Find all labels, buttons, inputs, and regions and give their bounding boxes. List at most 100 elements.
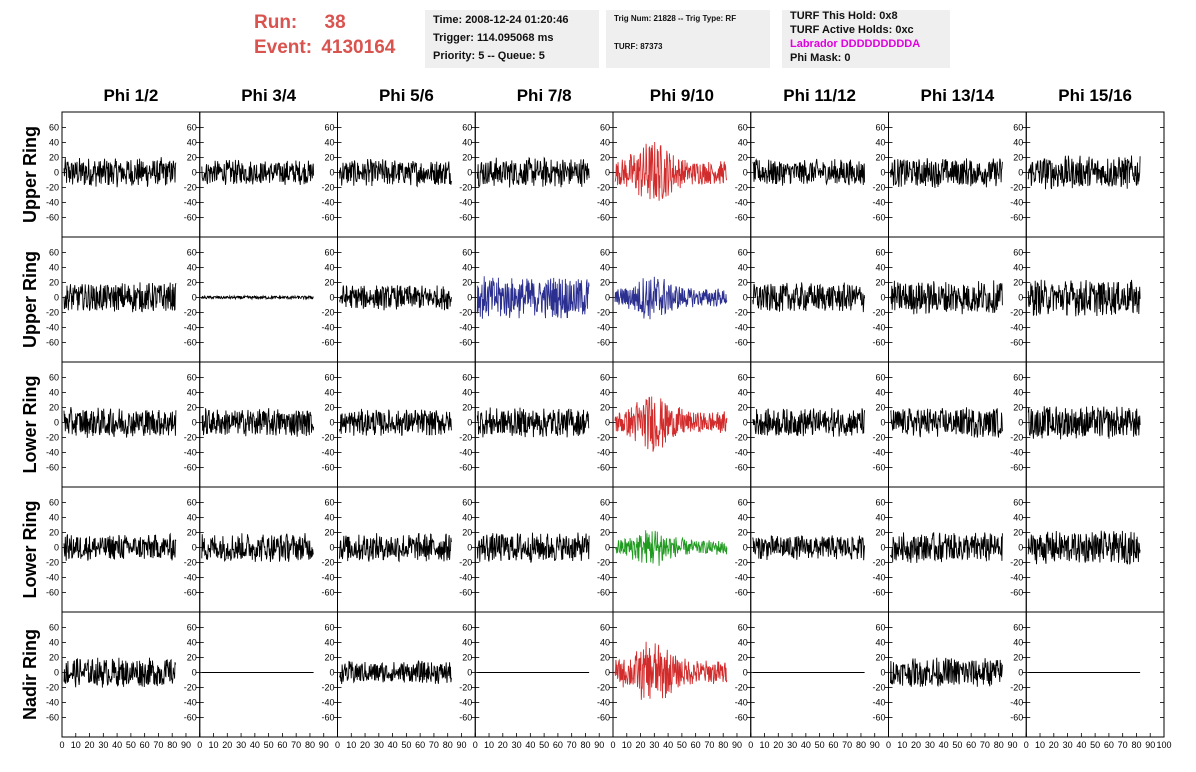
y-tick-label: -40 <box>459 573 472 583</box>
panel-frame <box>888 486 1027 613</box>
y-tick-label: 40 <box>49 513 59 523</box>
y-tick-label: 40 <box>187 513 197 523</box>
y-tick-label: 60 <box>187 123 197 133</box>
waveform-panel: -60 -40 -20 0 20 40 60 <box>872 111 1027 238</box>
y-tick-label: -60 <box>735 588 748 598</box>
time-info-box: Time: 2008-12-24 01:20:46 Trigger: 114.0… <box>425 10 599 68</box>
y-tick-label: -40 <box>46 573 59 583</box>
y-tick-label: 0 <box>880 543 885 553</box>
x-tick-label: 0 <box>610 740 615 750</box>
y-tick-label: 40 <box>738 638 748 648</box>
waveform-panel: -60 -40 -20 0 20 40 60 <box>1010 486 1165 613</box>
waveform-panel: -60 -40 -20 0 20 40 60 <box>46 486 201 613</box>
y-tick-label: -20 <box>184 308 197 318</box>
waveform-trace <box>614 396 728 452</box>
y-tick-label: 0 <box>329 418 334 428</box>
y-tick-label: 40 <box>324 638 334 648</box>
waveform-trace <box>201 533 314 563</box>
run-event-block: Run: 38 Event: 4130164 <box>254 10 395 60</box>
y-tick-label: 20 <box>875 403 885 413</box>
y-tick-label: 60 <box>324 373 334 383</box>
waveform-panel: -60 -40 -20 0 20 40 60 <box>735 236 889 363</box>
y-tick-label: 20 <box>600 528 610 538</box>
y-tick-label: 0 <box>605 543 610 553</box>
y-tick-label: 0 <box>467 168 472 178</box>
column-header: Phi 15/16 <box>1058 86 1132 105</box>
x-tick-label: 70 <box>704 740 714 750</box>
y-tick-label: 60 <box>738 123 748 133</box>
y-tick-label: -40 <box>735 323 748 333</box>
x-tick-label: 30 <box>1063 740 1073 750</box>
y-tick-label: 0 <box>880 293 885 303</box>
priority-text: Priority: 5 -- Queue: 5 <box>433 50 545 62</box>
y-tick-label: 40 <box>187 138 197 148</box>
y-tick-label: 60 <box>49 623 59 633</box>
y-tick-label: 40 <box>600 638 610 648</box>
y-tick-label: 40 <box>875 138 885 148</box>
waveform-trace <box>1027 155 1141 190</box>
y-tick-label: 20 <box>187 528 197 538</box>
y-tick-label: 60 <box>875 248 885 258</box>
y-tick-label: 20 <box>462 278 472 288</box>
x-tick-label: 60 <box>553 740 563 750</box>
y-tick-label: -40 <box>184 573 197 583</box>
y-tick-label: -20 <box>459 183 472 193</box>
y-tick-label: 60 <box>324 623 334 633</box>
y-tick-label: -40 <box>184 448 197 458</box>
y-tick-label: 60 <box>462 248 472 258</box>
y-tick-label: 20 <box>324 403 334 413</box>
x-tick-label: 40 <box>1076 740 1086 750</box>
y-tick-label: 0 <box>54 418 59 428</box>
y-tick-label: 0 <box>1018 168 1023 178</box>
waveform-trace <box>1027 405 1141 440</box>
x-tick-label: 80 <box>718 740 728 750</box>
y-tick-label: -40 <box>597 323 610 333</box>
waveform-trace <box>614 530 728 566</box>
y-tick-label: -40 <box>459 698 472 708</box>
column-header: Phi 9/10 <box>649 86 714 105</box>
y-tick-label: 20 <box>324 528 334 538</box>
y-tick-label: -60 <box>735 713 748 723</box>
x-tick-label: 20 <box>498 740 508 750</box>
y-tick-label: 0 <box>329 293 334 303</box>
y-tick-label: 60 <box>462 123 472 133</box>
trig-info-box: Trig Num: 21828 -- Trig Type: RF TURF: 8… <box>606 10 770 68</box>
y-tick-label: -20 <box>184 183 197 193</box>
y-tick-label: 40 <box>462 138 472 148</box>
y-tick-label: 0 <box>54 543 59 553</box>
x-tick-label: 10 <box>760 740 770 750</box>
y-tick-label: 40 <box>49 638 59 648</box>
x-tick-label: 30 <box>374 740 384 750</box>
run-label: Run: <box>254 12 298 33</box>
x-tick-label: 50 <box>126 740 136 750</box>
y-tick-label: 20 <box>462 528 472 538</box>
y-tick-label: -40 <box>46 323 59 333</box>
x-tick-label: 10 <box>1035 740 1045 750</box>
x-tick-label: 70 <box>1118 740 1128 750</box>
y-tick-label: -20 <box>735 558 748 568</box>
y-tick-label: 0 <box>467 418 472 428</box>
y-tick-label: -40 <box>321 448 334 458</box>
waveform-trace <box>339 660 452 685</box>
x-tick-label: 80 <box>580 740 590 750</box>
y-tick-label: -60 <box>184 463 197 473</box>
column-header: Phi 1/2 <box>103 86 159 105</box>
y-tick-label: 0 <box>54 168 59 178</box>
turf-active-text: TURF Active Holds: 0xc <box>790 24 914 36</box>
y-tick-label: 60 <box>600 373 610 383</box>
column-header: Phi 5/6 <box>378 86 434 105</box>
y-tick-label: -60 <box>597 213 610 223</box>
y-tick-label: -20 <box>184 433 197 443</box>
y-tick-label: -60 <box>46 338 59 348</box>
y-tick-label: -20 <box>1010 683 1023 693</box>
turf-info-box: TURF This Hold: 0x8 TURF Active Holds: 0… <box>782 10 950 68</box>
waveform-panel: -60 -40 -20 0 20 40 60 <box>459 236 614 363</box>
x-tick-label: 80 <box>994 740 1004 750</box>
waveform-panel: -60 -40 -20 0 20 40 60 <box>321 361 476 488</box>
y-tick-label: -60 <box>184 338 197 348</box>
trigger-text: Trigger: 114.095068 ms <box>433 32 554 44</box>
y-tick-label: 20 <box>187 403 197 413</box>
event-label: Event: <box>254 37 313 58</box>
y-tick-label: -20 <box>735 308 748 318</box>
